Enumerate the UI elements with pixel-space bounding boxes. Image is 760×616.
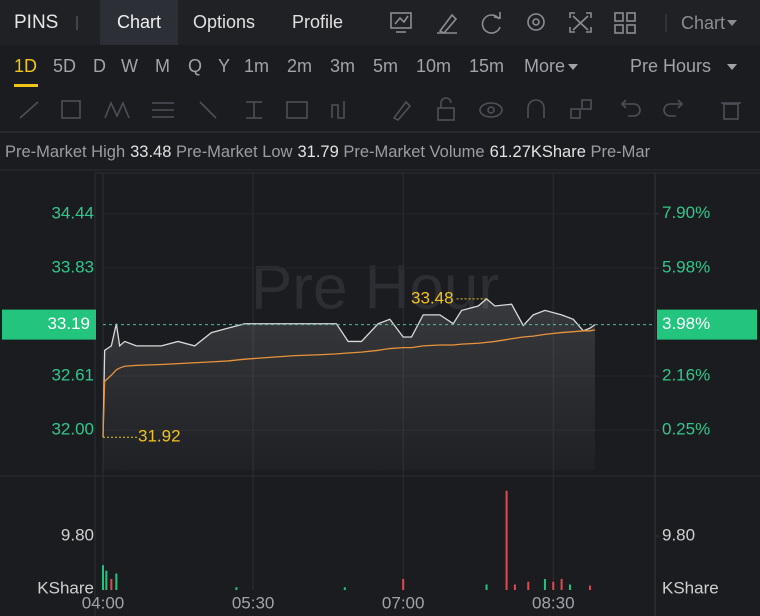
volume-tick-label: 9.80: [662, 525, 695, 544]
symbol: PINS: [14, 12, 58, 33]
watermark: Pre Hour: [251, 253, 499, 322]
price-line: [102, 298, 596, 438]
icon-refresh[interactable]: [481, 12, 501, 34]
last-pct-label: 3.98%: [662, 314, 710, 333]
icon-settings[interactable]: [527, 13, 545, 31]
volume-bar: [527, 581, 530, 590]
volume-tick-label: 9.80: [61, 525, 94, 544]
dropdown-arrow: [727, 64, 737, 70]
period-option[interactable]: D: [93, 56, 106, 76]
volume-bar: [505, 490, 508, 590]
annotation-label: 33.48: [411, 288, 454, 307]
average-line: [102, 329, 596, 438]
stat-value: 61.27KShare: [490, 143, 586, 161]
x-tick-label: 08:30: [532, 593, 575, 612]
y-tick-label: 34.44: [51, 203, 94, 222]
period-option[interactable]: M: [155, 56, 170, 76]
icon-fullscreen[interactable]: [569, 12, 592, 33]
period-option[interactable]: 5m: [373, 56, 398, 76]
last-pct-box: [657, 309, 757, 340]
volume-bar: [110, 578, 113, 590]
volume-bar: [115, 573, 118, 590]
price-area: [103, 298, 595, 470]
stat-label: Pre-Mar: [591, 143, 651, 161]
last-price-box: [2, 309, 96, 340]
chart-menu[interactable]: Chart: [681, 13, 725, 33]
y2-tick-label: 2.16%: [662, 366, 710, 385]
volume-unit: KShare: [662, 578, 719, 597]
drawing-toolbar: [19, 97, 741, 121]
header-icons: [390, 12, 636, 34]
stat-label: Pre-Market Low: [176, 143, 293, 161]
volume-bar: [513, 584, 516, 590]
x-tick-label: 04:00: [82, 593, 125, 612]
stat-value: 31.79: [297, 143, 338, 161]
period-option[interactable]: More: [524, 56, 565, 76]
plot: 04:00 05:30 07:00 08:30 34.44 33.83 32.61 32.00…: [0, 172, 760, 616]
x-tick-label: 05:30: [232, 593, 275, 612]
volume-bar: [560, 578, 563, 590]
icon-indicator[interactable]: [390, 12, 412, 33]
volume-bar: [102, 565, 104, 590]
tab[interactable]: Profile: [292, 12, 343, 32]
volume-bar: [235, 587, 238, 590]
period-option[interactable]: 2m: [287, 56, 312, 76]
active-tab-bg: [100, 0, 178, 45]
period-option[interactable]: Q: [188, 56, 202, 76]
stat-value: 33.48: [130, 143, 171, 161]
stat-label: Pre-Market Volume: [343, 143, 484, 161]
y-tick-label: 33.83: [51, 257, 94, 276]
period-bar: 1D 5D D W M Q Y 1m 2m 3m 5m 10m 15m More: [14, 56, 565, 87]
period-option[interactable]: 15m: [469, 56, 504, 76]
y2-tick-label: 7.90%: [662, 203, 710, 222]
volume-bar: [105, 570, 108, 590]
period-option[interactable]: 10m: [416, 56, 451, 76]
volume-bar: [485, 584, 488, 590]
volume-bar: [543, 578, 546, 590]
period-option[interactable]: 1D: [14, 56, 37, 76]
period-option[interactable]: W: [121, 56, 138, 76]
volume-bar: [343, 587, 346, 590]
volume-bar: [568, 584, 571, 590]
period-option[interactable]: 3m: [330, 56, 355, 76]
stat-label: Pre-Market High: [5, 143, 125, 161]
volume-unit: KShare: [37, 578, 94, 597]
annotation-label: 31.92: [138, 427, 181, 446]
tab[interactable]: Options: [193, 12, 255, 32]
y-tick-label: 32.61: [51, 366, 94, 385]
icon-layout[interactable]: [614, 12, 636, 34]
volume-bar: [588, 585, 591, 590]
active-underline: [14, 84, 38, 87]
icon-draw[interactable]: [437, 13, 458, 34]
session-select[interactable]: Pre Hours: [630, 56, 711, 76]
stats-row: Pre-Market High 33.48 Pre-Market Low 31.79…: [5, 143, 655, 161]
tab[interactable]: Chart: [117, 12, 161, 32]
volume-bar: [552, 581, 555, 590]
dropdown-arrow: [727, 20, 737, 26]
x-tick-label: 07:00: [382, 593, 425, 612]
y2-tick-label: 0.25%: [662, 420, 710, 439]
period-option[interactable]: Y: [218, 56, 230, 76]
y-tick-label: 32.00: [51, 420, 94, 439]
last-price-label: 33.19: [47, 314, 90, 333]
period-option[interactable]: 5D: [53, 56, 76, 76]
dropdown-arrow: [568, 64, 578, 70]
period-option[interactable]: 1m: [244, 56, 269, 76]
y2-tick-label: 5.98%: [662, 258, 710, 277]
volume-bar: [402, 578, 405, 590]
